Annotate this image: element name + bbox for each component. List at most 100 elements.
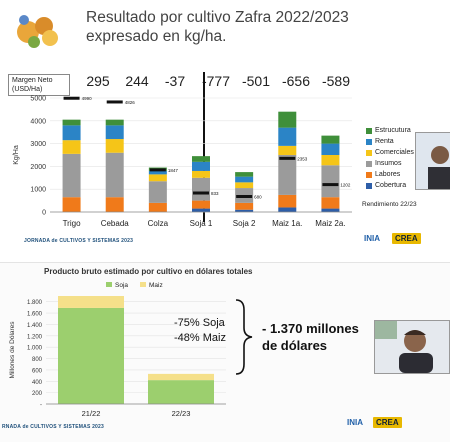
bar-segment-insumos xyxy=(321,165,340,198)
y-tick-label: 400 xyxy=(32,380,43,386)
legend-maiz: Maiz xyxy=(149,282,163,289)
bar-segment-comerciales xyxy=(62,140,81,154)
bar-segment-estructura xyxy=(105,119,124,126)
legend-soja: Soja xyxy=(115,282,128,289)
y-axis-label: Kg/Ha xyxy=(13,145,20,165)
total-loss-line1: - 1.370 millones xyxy=(262,321,359,336)
x-tick-label: 21/22 xyxy=(82,409,101,418)
bar-segment-insumos xyxy=(62,153,81,198)
margin-value-colza: -37 xyxy=(164,73,186,89)
yield-marker xyxy=(236,194,253,198)
yield-label: 680 xyxy=(254,194,262,199)
legend-swatch-comerciales xyxy=(366,149,372,156)
bar-segment-insumos xyxy=(278,155,297,195)
crea-logo-bottom: CREA xyxy=(373,417,402,428)
presenter-video-bottom xyxy=(374,320,450,374)
margin-value-trigo: 295 xyxy=(86,73,110,89)
yield-marker xyxy=(193,191,209,195)
crea-logo: CREA xyxy=(392,233,421,244)
legend-swatch-renta xyxy=(366,138,372,145)
margin-value-maiz2: -589 xyxy=(321,73,351,89)
total-loss-note: - 1.370 millones de dólares xyxy=(262,320,359,354)
total-loss-line2: de dólares xyxy=(262,338,328,353)
x-tick-label: Trigo xyxy=(63,219,81,228)
legend-swatch-cobertura xyxy=(366,182,372,189)
bar-segment-soja xyxy=(58,307,124,404)
presenter-video-top xyxy=(415,132,450,190)
bottom-footer: RNADA de CULTIVOS Y SISTEMAS 2023 xyxy=(2,424,104,430)
bar-segment-renta xyxy=(105,125,124,140)
bar-segment-insumos xyxy=(148,181,167,203)
bar-segment-estructura xyxy=(192,156,210,162)
y-tick-label: - xyxy=(40,403,42,409)
y-tick-label: 1.800 xyxy=(27,300,43,306)
bar-segment-maiz xyxy=(148,373,214,381)
bar-segment-estructura xyxy=(321,135,340,144)
margin-label: Margen Neto (USD/Ha) xyxy=(8,74,70,96)
x-tick-label: 22/23 xyxy=(172,409,191,418)
bar-segment-labores xyxy=(62,197,81,212)
bar-segment-labores xyxy=(192,200,210,209)
legend-comerciales: Comerciales xyxy=(375,149,414,156)
top-slide: Resultado por cultivo Zafra 2022/2023 ex… xyxy=(8,9,450,244)
y-tick-label: 1000 xyxy=(30,187,46,194)
cost-stacked-bar-chart: 0 1000 2000 3000 4000 5000 Kg/Ha 4990 Trigo 4826 C… xyxy=(13,96,352,228)
yield-label: 4990 xyxy=(82,96,93,101)
legend-estructura: Estrucutura xyxy=(375,127,411,134)
yield-label: 4826 xyxy=(125,100,136,105)
presenter-avatar-icon-bottom xyxy=(375,321,449,373)
bar-segment-labores xyxy=(278,194,297,208)
inia-logo: INIA xyxy=(364,234,380,243)
bar-segment-insumos xyxy=(105,152,124,198)
bar-segment-labores xyxy=(235,202,254,210)
presenter-avatar-icon xyxy=(416,133,450,189)
pct-soja: -75% Soja xyxy=(174,317,225,329)
top-footer: JORNADA de CULTIVOS Y SISTEMAS 2023 xyxy=(24,238,134,244)
legend-cobertura: Cobertura xyxy=(375,182,407,189)
bar-segment-renta xyxy=(148,170,167,175)
y-tick-label: 5000 xyxy=(30,96,46,103)
yield-label: 833 xyxy=(211,191,219,196)
bar-segment-labores xyxy=(105,197,124,212)
legend-swatch-labores xyxy=(366,171,372,178)
yield-marker xyxy=(106,100,123,104)
yield-marker xyxy=(149,168,166,172)
bar-segment-insumos xyxy=(192,177,210,201)
legend-labores: Labores xyxy=(375,171,401,178)
right-brace-icon xyxy=(235,299,253,375)
x-tick-label: Cebada xyxy=(101,219,130,228)
y-tick-label: 800 xyxy=(32,357,43,363)
margin-value-soja1: -777 xyxy=(201,73,231,89)
bar-segment-cobertura xyxy=(321,208,340,212)
bar-segment-labores xyxy=(148,202,167,212)
x-tick-label: Colza xyxy=(148,219,169,228)
y-tick-label: 1.000 xyxy=(27,346,43,352)
bar-segment-labores xyxy=(321,197,340,209)
bar-segment-soja xyxy=(148,380,214,404)
slide-title: Resultado por cultivo Zafra 2022/2023 ex… xyxy=(86,9,349,45)
legend-swatch-insumos xyxy=(366,160,372,167)
y-tick-label: 0 xyxy=(42,210,46,217)
bar-segment-estructura xyxy=(278,111,297,128)
x-tick-label: Soja 1 xyxy=(190,219,213,228)
pct-maiz: -48% Maiz xyxy=(174,332,226,344)
legend-swatch-estructura xyxy=(366,127,372,134)
y-tick-label: 2000 xyxy=(30,164,46,171)
bar-segment-renta xyxy=(235,176,254,183)
legend-swatch-maiz xyxy=(140,282,146,287)
bar-segment-cobertura xyxy=(235,209,254,212)
y-tick-label: 200 xyxy=(32,391,43,397)
yield-marker xyxy=(279,156,296,160)
margin-value-cebada: 244 xyxy=(125,73,149,89)
margin-divider xyxy=(203,72,205,222)
yield-marker xyxy=(63,96,80,100)
x-tick-label: Soja 2 xyxy=(233,219,256,228)
bar-segment-comerciales xyxy=(235,182,254,189)
y-tick-label: 1.600 xyxy=(27,312,43,318)
x-tick-label: Maiz 1a. xyxy=(272,219,302,228)
legend-renta: Renta xyxy=(375,138,394,145)
legend-insumos: Insumos xyxy=(375,160,402,167)
y-tick-label: 1.200 xyxy=(27,334,43,340)
y-tick-label: 600 xyxy=(32,368,43,374)
legend-swatch-soja xyxy=(106,282,112,287)
